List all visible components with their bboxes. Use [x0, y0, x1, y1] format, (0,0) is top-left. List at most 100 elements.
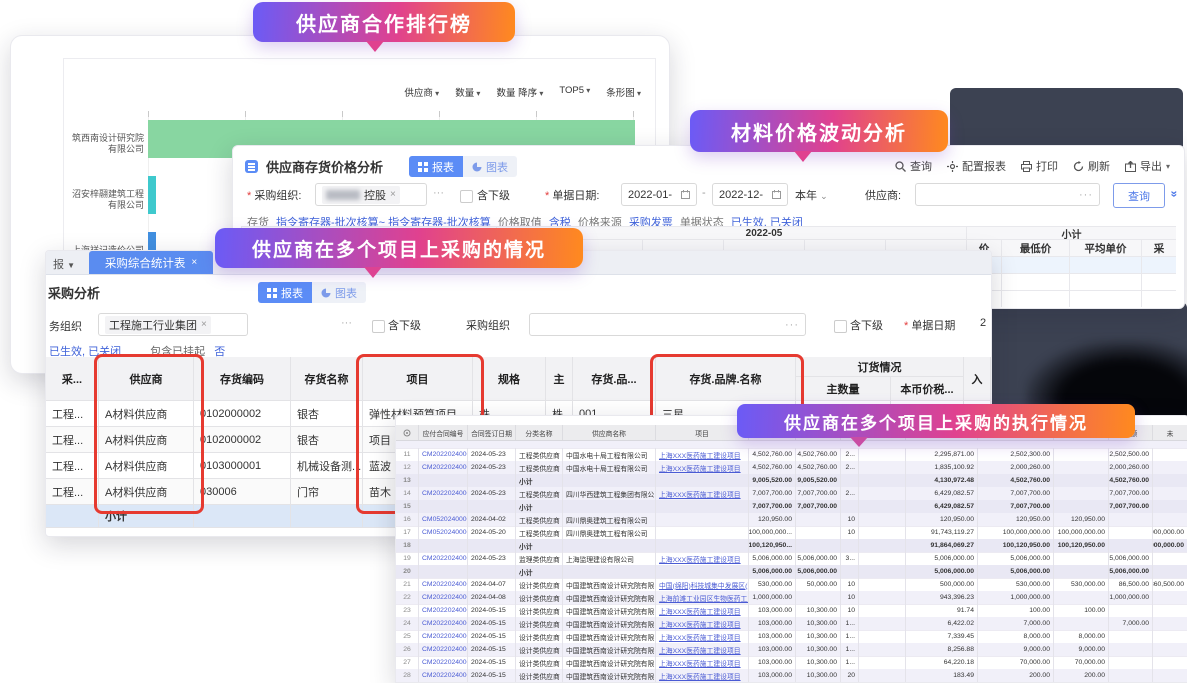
column-header[interactable]: 入: [964, 357, 991, 401]
column-header[interactable]: 存货.品...: [573, 357, 656, 401]
table-cell[interactable]: A材料供应商: [99, 479, 194, 505]
project-link[interactable]: 上海XXX医药施工建设项目: [656, 617, 749, 630]
project-link[interactable]: 上海XXX医药施工建设项目: [656, 461, 749, 474]
tab-report[interactable]: 报表: [258, 282, 313, 303]
table-cell[interactable]: [1001, 290, 1069, 307]
column-header[interactable]: 本币价税...: [891, 377, 964, 401]
tab-chart[interactable]: 图表: [463, 156, 518, 177]
table-cell[interactable]: 银杏: [291, 401, 363, 427]
table-cell[interactable]: [1141, 256, 1176, 273]
project-link[interactable]: 上海XXX医药施工建设项目: [656, 552, 749, 565]
table-cell[interactable]: 030006: [194, 479, 291, 505]
table-cell[interactable]: 0102000002: [194, 427, 291, 453]
table-cell[interactable]: [1001, 273, 1069, 290]
include-sub-checkbox[interactable]: [460, 188, 473, 206]
project-link[interactable]: 上海XXX医药施工建设项目: [656, 656, 749, 669]
column-header[interactable]: 未: [1153, 425, 1187, 440]
contract-link[interactable]: CM2022024000015...: [419, 552, 468, 565]
table-cell[interactable]: [1141, 290, 1176, 307]
table-row[interactable]: 23CM2022024000010...2024-05-15设计类供应商中国建筑…: [396, 604, 1187, 618]
column-header[interactable]: 主: [546, 357, 573, 401]
include-sub-checkbox[interactable]: [834, 318, 847, 336]
table-row[interactable]: 11CM2022024000014...2024-05-23工程类供应商中国水电…: [396, 448, 1187, 462]
table-row[interactable]: 13 小计 9,005,520.00 9,005,520.00 4,130,972.48…: [396, 474, 1187, 488]
contract-link[interactable]: CM2022024000014...: [419, 461, 468, 474]
measure-select[interactable]: 数量: [455, 85, 480, 99]
table-cell[interactable]: [1069, 256, 1141, 273]
include-sub-checkbox[interactable]: [372, 318, 385, 336]
contract-link[interactable]: CM2022024000004...: [419, 591, 468, 604]
purchase-org-field[interactable]: 控股 ×: [315, 183, 427, 206]
contract-link[interactable]: CM052024000004...: [419, 513, 468, 526]
project-link[interactable]: 上海XXX医药施工建设项目: [656, 669, 749, 682]
table-cell[interactable]: 银杏: [291, 427, 363, 453]
table-cell[interactable]: [1069, 290, 1141, 307]
table-cell[interactable]: [1141, 273, 1176, 290]
close-tab-icon[interactable]: ×: [191, 257, 198, 268]
tab-chart[interactable]: 图表: [312, 282, 367, 303]
table-row[interactable]: 18 小计 100,120,950... 91,864,069.27 100,120,9…: [396, 539, 1187, 553]
tab-report[interactable]: 报表: [409, 156, 464, 177]
contract-link[interactable]: CM2022024000010...: [419, 630, 468, 643]
table-cell[interactable]: [1069, 273, 1141, 290]
supplier-input[interactable]: ···: [915, 183, 1100, 206]
table-row[interactable]: 15 小计 7,007,700.00 7,007,700.00 6,429,082.57…: [396, 500, 1187, 514]
table-cell[interactable]: 0102000002: [194, 401, 291, 427]
configure-report-button[interactable]: 配置报表: [946, 158, 1006, 174]
column-header[interactable]: 分类名称: [516, 425, 563, 440]
table-row[interactable]: 25CM2022024000010...2024-05-15设计类供应商中国建筑…: [396, 630, 1187, 644]
more-options-icon[interactable]: ···: [341, 317, 352, 329]
biz-org-field[interactable]: 工程施工行业集团 ×: [98, 313, 248, 336]
table-cell[interactable]: 机械设备测...: [291, 453, 363, 479]
column-header[interactable]: 供应商: [99, 357, 194, 401]
table-row[interactable]: 21CM2022024000003...2024-04-07设计类供应商中国建筑…: [396, 578, 1187, 592]
table-cell[interactable]: A材料供应商: [99, 453, 194, 479]
print-button[interactable]: 打印: [1020, 158, 1058, 174]
topn-select[interactable]: TOP5: [559, 85, 590, 99]
refresh-button[interactable]: 刷新: [1073, 158, 1110, 174]
contract-link[interactable]: CM2022024000010...: [419, 643, 468, 656]
contract-link[interactable]: CM2022024000010...: [419, 617, 468, 630]
contract-link[interactable]: CM2022024000010...: [419, 604, 468, 617]
project-link[interactable]: 中国(绵阳)科技城集中发展区(建...: [656, 578, 749, 591]
column-header[interactable]: 存货.品牌.名称: [656, 357, 796, 401]
column-header[interactable]: 项目: [363, 357, 473, 401]
clear-icon[interactable]: ×: [390, 189, 396, 200]
project-link[interactable]: 上海前滩工业园区生物医药工厂: [656, 591, 749, 604]
table-cell[interactable]: 工程...: [46, 427, 99, 453]
table-row[interactable]: 26CM2022024000010...2024-05-15设计类供应商中国建筑…: [396, 643, 1187, 657]
table-cell[interactable]: 0103000001: [194, 453, 291, 479]
contract-link[interactable]: CM052024000007...: [419, 526, 468, 539]
project-link[interactable]: 上海XXX医药施工建设项目: [656, 604, 749, 617]
contract-link[interactable]: CM2022024000010...: [419, 669, 468, 682]
table-row[interactable]: 28CM2022024000010...2024-05-15设计类供应商中国建筑…: [396, 669, 1187, 682]
table-cell[interactable]: 门帘: [291, 479, 363, 505]
bar-series[interactable]: [148, 176, 156, 214]
settings-icon[interactable]: [403, 429, 411, 437]
tab-fragment[interactable]: 报 ▼: [53, 259, 75, 271]
table-row[interactable]: 27CM2022024000010...2024-05-15设计类供应商中国建筑…: [396, 656, 1187, 670]
table-row[interactable]: 16CM052024000004...2024-04-02工程类供应商四川鼎奥建…: [396, 513, 1187, 527]
tab-purchase-stats[interactable]: 采购综合统计表 ×: [89, 251, 213, 274]
dimension-select[interactable]: 供应商: [404, 85, 439, 99]
query-button[interactable]: 查询: [1113, 183, 1165, 208]
search-button[interactable]: 查询: [895, 158, 932, 174]
table-row[interactable]: 17CM052024000007...2024-05-20工程类供应商四川鼎奥建…: [396, 526, 1187, 540]
date-preset-select[interactable]: 本年 ⌄: [795, 190, 828, 202]
table-row[interactable]: 19CM2022024000015...2024-05-23监理类供应商上海监理…: [396, 552, 1187, 566]
column-header[interactable]: [396, 425, 419, 440]
table-row[interactable]: 20 小计 5,006,000.00 5,006,000.00 5,006,000.00…: [396, 565, 1187, 579]
chart-type-select[interactable]: 条形图: [606, 85, 641, 99]
table-row[interactable]: 12CM2022024000014...2024-05-23工程类供应商中国水电…: [396, 461, 1187, 475]
table-row[interactable]: 14CM2022024000016...2024-05-23工程类供应商四川华西…: [396, 487, 1187, 501]
project-link[interactable]: 上海XXX医药施工建设项目: [656, 630, 749, 643]
column-header[interactable]: 采...: [46, 357, 99, 401]
table-cell[interactable]: A材料供应商: [99, 427, 194, 453]
column-header[interactable]: 项目: [656, 425, 749, 440]
project-link[interactable]: 上海XXX医药施工建设项目: [656, 448, 749, 461]
table-cell[interactable]: [1001, 256, 1069, 273]
column-group-header[interactable]: 订货情况: [796, 357, 964, 377]
contract-link[interactable]: CM2022024000010...: [419, 656, 468, 669]
column-header[interactable]: 合同签订日期: [468, 425, 516, 440]
column-header[interactable]: 应付合同编号: [419, 425, 468, 440]
